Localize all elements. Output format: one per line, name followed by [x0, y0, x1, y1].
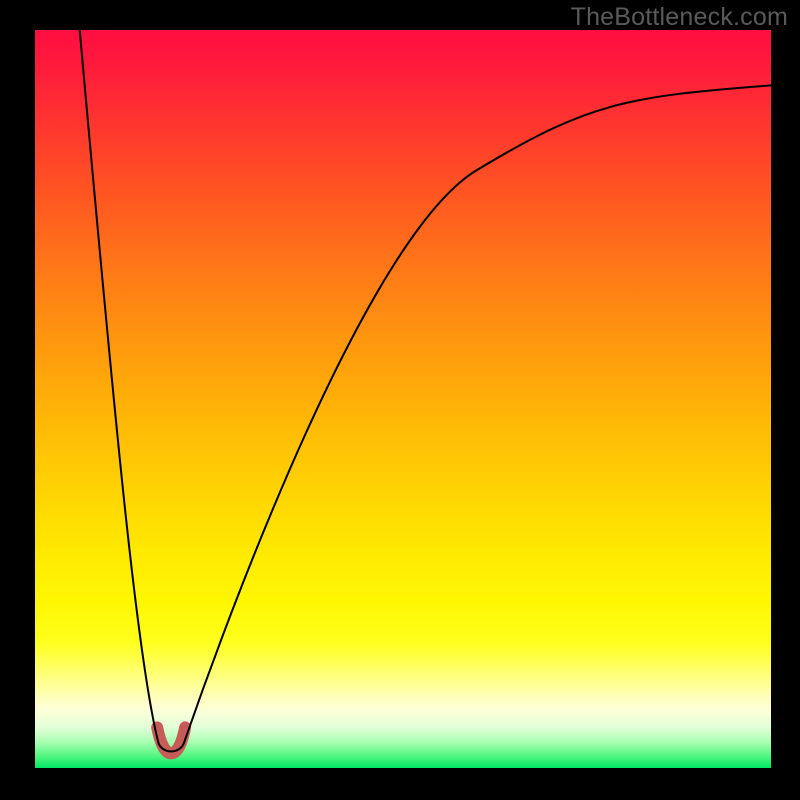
bottleneck-chart	[0, 0, 800, 800]
chart-gradient-bg	[35, 30, 771, 768]
watermark-text: TheBottleneck.com	[571, 3, 788, 32]
chart-stage: TheBottleneck.com	[0, 0, 800, 800]
